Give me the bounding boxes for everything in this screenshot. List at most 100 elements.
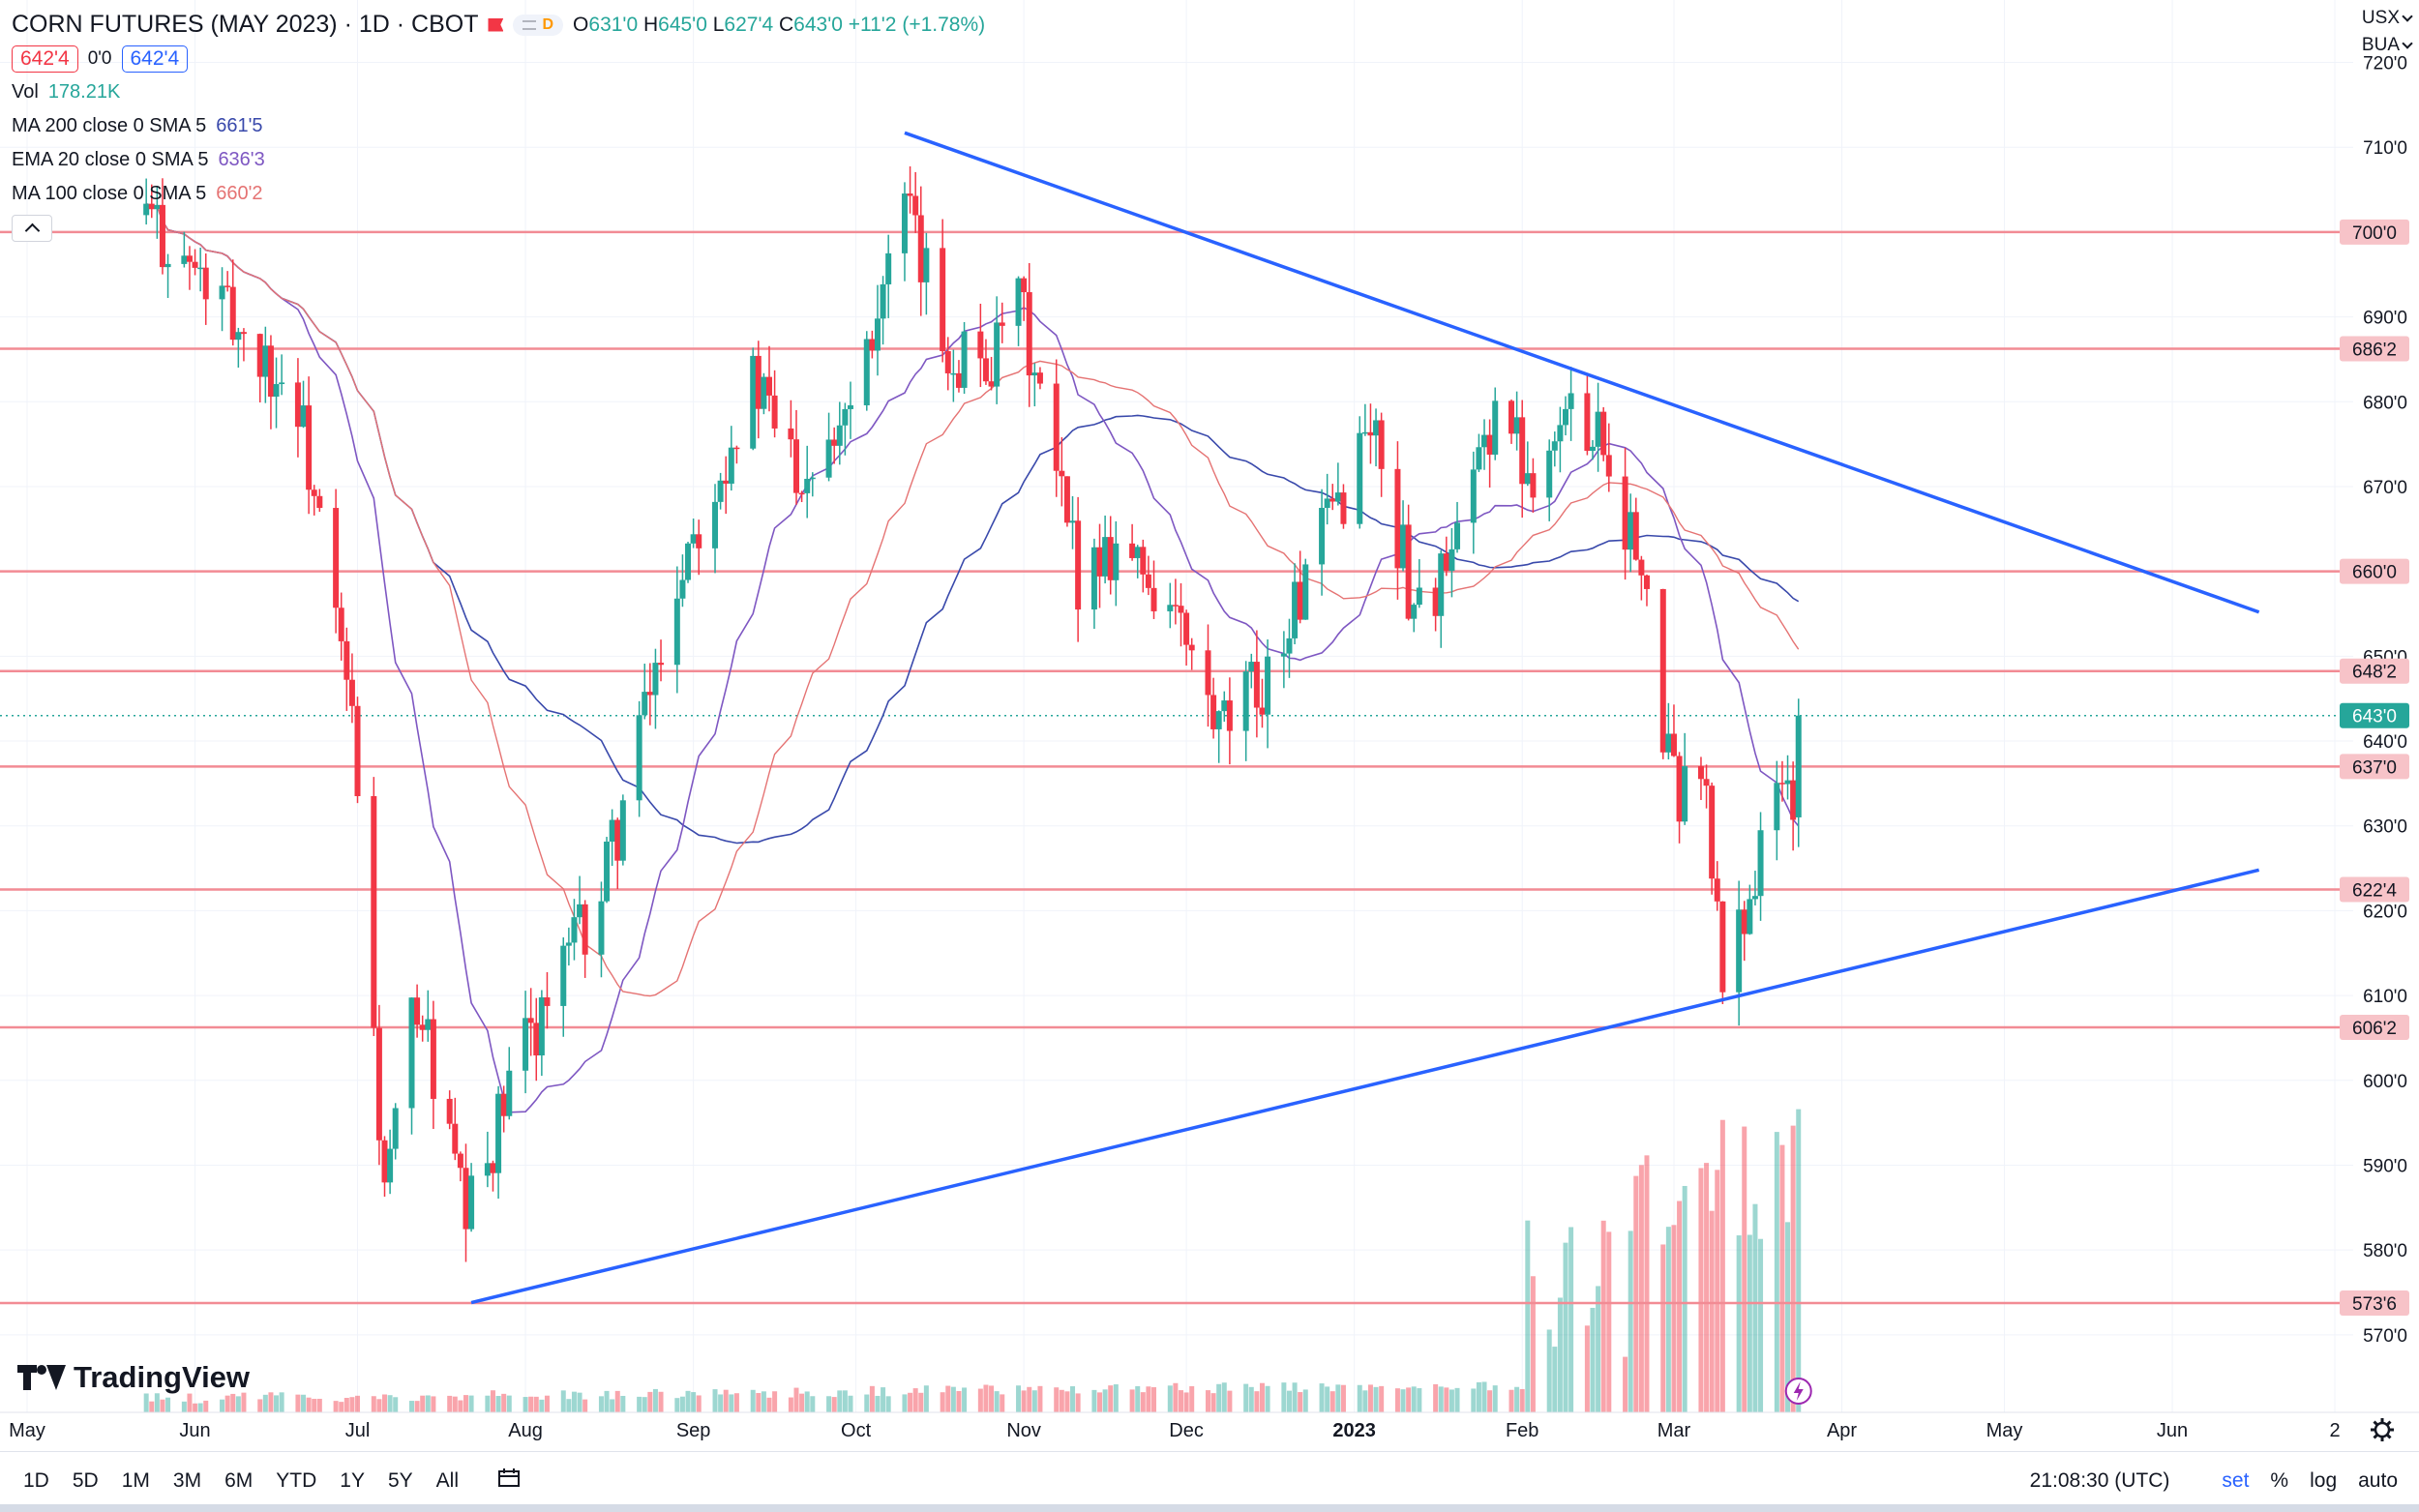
candle[interactable] [955,372,962,388]
candle[interactable] [1589,446,1596,452]
candle[interactable] [1292,581,1299,638]
candle[interactable] [1178,606,1184,613]
currency-selector[interactable]: USX [2362,8,2413,29]
candle[interactable] [1568,393,1574,409]
candle[interactable] [804,478,811,493]
candle[interactable] [533,1023,540,1056]
candle[interactable] [1280,653,1287,657]
candle[interactable] [1795,715,1802,817]
buy-button[interactable]: 642'4 [121,44,189,73]
candle[interactable] [392,1108,399,1149]
candle[interactable] [614,819,621,861]
horizontal-levels[interactable] [0,230,2363,1305]
candle[interactable] [224,285,231,287]
candle[interactable] [880,283,886,319]
candle[interactable] [1741,909,1747,934]
candle[interactable] [463,1168,469,1230]
candle[interactable] [1563,408,1568,426]
candle[interactable] [1757,830,1764,897]
candle[interactable] [506,1070,513,1116]
candle[interactable] [999,322,1005,326]
candle[interactable] [728,447,734,484]
candle[interactable] [1600,411,1607,456]
candle[interactable] [809,477,816,480]
range-button-1y[interactable]: 1Y [340,1469,365,1492]
candle[interactable] [381,1140,388,1183]
candle[interactable] [1102,537,1109,577]
level-price-tag[interactable] [2340,558,2409,584]
candle[interactable] [1416,587,1422,606]
candle[interactable] [256,334,263,377]
candle[interactable] [1265,656,1271,715]
level-price-tag[interactable] [2340,1290,2409,1316]
candle[interactable] [1140,547,1147,575]
candlesticks[interactable] [143,165,1802,1262]
candle[interactable] [1751,896,1758,900]
candle[interactable] [1790,780,1797,820]
candle[interactable] [869,339,876,351]
candle[interactable] [523,1018,529,1071]
candle[interactable] [240,332,247,335]
candle[interactable] [202,267,209,300]
candle[interactable] [1665,733,1672,753]
sell-button[interactable]: 642'4 [12,44,78,73]
candle[interactable] [961,331,968,388]
candle[interactable] [598,901,605,955]
session-toggle[interactable]: set [2222,1469,2250,1492]
symbol-title[interactable]: CORN FUTURES (MAY 2023) · 1D · CBOT [12,11,479,38]
candle[interactable] [717,480,724,502]
candle[interactable] [901,193,908,253]
candle[interactable] [159,204,165,268]
candle[interactable] [1638,559,1645,576]
candle[interactable] [375,1027,382,1141]
candle[interactable] [1145,574,1151,588]
candle[interactable] [484,1163,491,1176]
candle[interactable] [652,663,659,696]
candle[interactable] [1774,783,1780,831]
candle[interactable] [690,534,697,544]
candle[interactable] [262,345,269,377]
candle[interactable] [761,376,767,409]
trendline-upper[interactable] [904,131,2260,614]
auto-toggle[interactable]: auto [2358,1469,2398,1492]
candle[interactable] [1432,587,1439,616]
candle[interactable] [658,663,665,666]
candle[interactable] [1069,520,1076,523]
candle[interactable] [1215,711,1222,729]
candle[interactable] [604,841,611,902]
candle[interactable] [755,355,762,409]
candle[interactable] [419,1024,426,1030]
range-button-5d[interactable]: 5D [72,1469,99,1492]
candle[interactable] [912,195,919,216]
candle[interactable] [950,372,957,375]
clock-readout[interactable]: 21:08:30 (UTC) [2029,1469,2170,1492]
unit-selector[interactable]: BUA [2362,35,2413,56]
candle[interactable] [1394,468,1401,569]
candle[interactable] [1183,612,1190,645]
candle[interactable] [1134,547,1141,558]
range-button-6m[interactable]: 6M [224,1469,254,1492]
candle[interactable] [371,796,377,1028]
candle[interactable] [917,215,924,282]
candle[interactable] [1334,492,1341,502]
candle[interactable] [1632,512,1639,560]
log-toggle[interactable]: log [2310,1469,2338,1492]
candle[interactable] [306,405,313,490]
candle[interactable] [712,501,719,548]
candle[interactable] [1226,700,1233,731]
candle[interactable] [1481,434,1488,448]
candle[interactable] [1584,393,1591,452]
candle[interactable] [771,395,778,429]
candle[interactable] [1221,700,1228,712]
indicator-row[interactable]: MA 200 close 0 SMA 5 661'5 [12,109,985,143]
candle[interactable] [766,376,773,396]
indicator-row[interactable]: MA 100 close 0 SMA 5 660'2 [12,177,985,211]
candle[interactable] [1470,469,1477,523]
candle[interactable] [1210,695,1217,729]
candle[interactable] [977,331,984,359]
candle[interactable] [788,428,794,440]
time-axis[interactable]: May Jun Jul Aug Sep Oct Nov Dec 2023 Feb Mar Apr May… [0,1378,2419,1441]
candle[interactable] [414,997,421,1025]
candle[interactable] [1714,878,1720,902]
candle[interactable] [1172,605,1179,607]
